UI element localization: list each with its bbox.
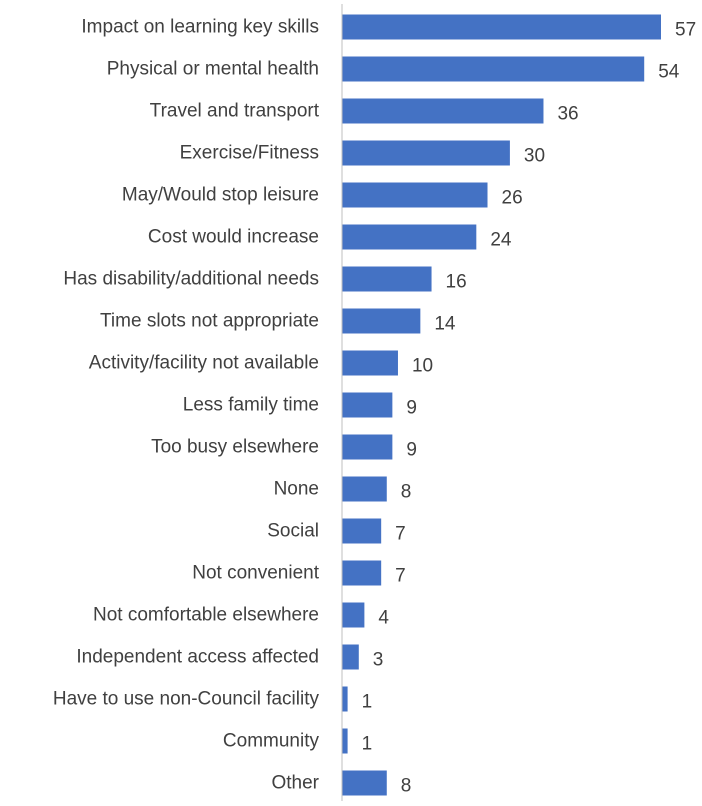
bar xyxy=(342,476,387,502)
bar xyxy=(342,140,510,166)
category-label: Time slots not appropriate xyxy=(100,311,319,332)
bar xyxy=(342,518,382,544)
category-label: Have to use non-Council facility xyxy=(53,689,320,710)
bar xyxy=(342,728,348,754)
data-label: 36 xyxy=(557,104,578,125)
bars xyxy=(342,14,661,796)
category-label: Social xyxy=(267,521,319,542)
bar xyxy=(342,644,359,670)
bar xyxy=(342,392,393,418)
data-label: 7 xyxy=(395,566,406,587)
category-label: Has disability/additional needs xyxy=(63,269,319,290)
category-label: Community xyxy=(223,731,320,752)
category-label: Less family time xyxy=(183,395,319,416)
bar xyxy=(342,602,365,628)
category-label: Other xyxy=(271,773,319,794)
category-label: Travel and transport xyxy=(150,101,320,122)
data-label: 7 xyxy=(395,524,406,545)
bar xyxy=(342,686,348,712)
bar xyxy=(342,98,544,124)
category-label: None xyxy=(274,479,319,500)
data-label: 8 xyxy=(401,776,412,797)
data-label: 24 xyxy=(490,230,512,251)
data-label: 9 xyxy=(406,398,417,419)
category-label: Independent access affected xyxy=(76,647,319,668)
category-label: Not comfortable elsewhere xyxy=(93,605,319,626)
bar xyxy=(342,56,645,82)
category-label: May/Would stop leisure xyxy=(122,185,319,206)
category-label: Not convenient xyxy=(192,563,319,584)
bar xyxy=(342,560,382,586)
category-labels: Impact on learning key skills Physical or… xyxy=(53,17,320,794)
data-label: 4 xyxy=(378,608,389,629)
bar xyxy=(342,224,477,250)
data-label: 9 xyxy=(406,440,417,461)
bar xyxy=(342,434,393,460)
bar xyxy=(342,350,398,376)
bar xyxy=(342,266,432,292)
bar xyxy=(342,14,661,40)
data-label: 1 xyxy=(362,734,373,755)
bar xyxy=(342,770,387,796)
data-label: 16 xyxy=(446,272,467,293)
bar xyxy=(342,308,421,334)
data-label: 54 xyxy=(658,62,680,83)
bar xyxy=(342,182,488,208)
data-label: 57 xyxy=(675,20,696,41)
category-label: Cost would increase xyxy=(148,227,319,248)
data-label: 10 xyxy=(412,356,433,377)
data-label: 30 xyxy=(524,146,545,167)
category-label: Activity/facility not available xyxy=(89,353,319,374)
category-label: Physical or mental health xyxy=(107,59,319,80)
category-label: Exercise/Fitness xyxy=(180,143,319,164)
data-label: 3 xyxy=(373,650,384,671)
category-label: Impact on learning key skills xyxy=(81,17,319,38)
data-label: 8 xyxy=(401,482,412,503)
category-label: Too busy elsewhere xyxy=(151,437,319,458)
data-label: 1 xyxy=(362,692,373,713)
data-label: 14 xyxy=(434,314,456,335)
data-label: 26 xyxy=(502,188,523,209)
